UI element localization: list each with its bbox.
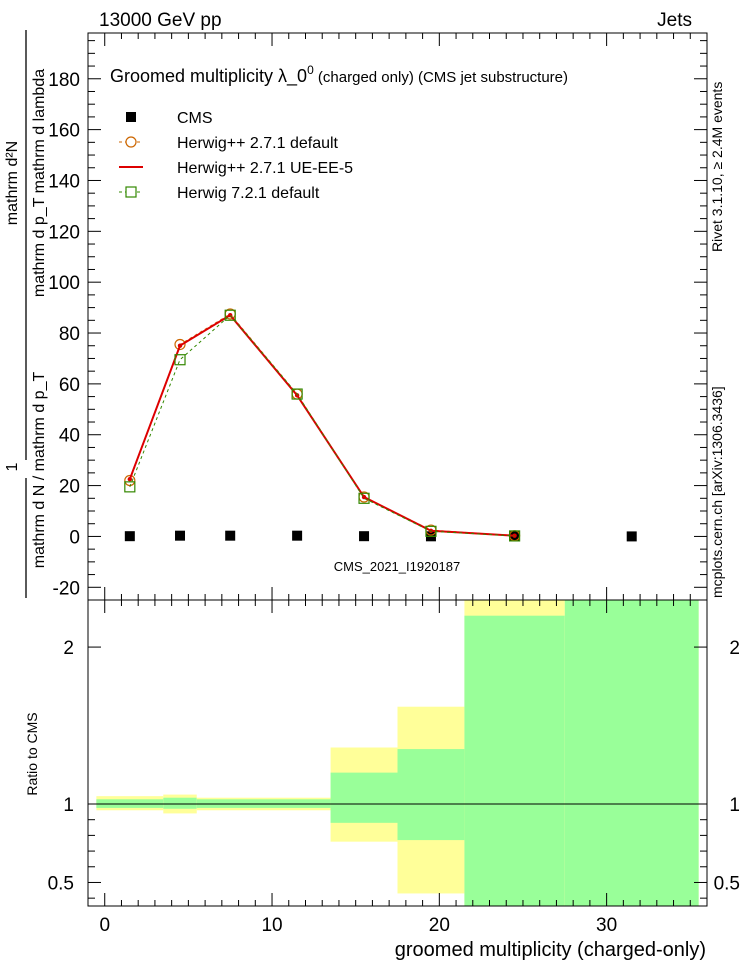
main-y-tick-label: 120: [48, 222, 80, 243]
cms-data-point: [359, 531, 370, 542]
ratio-y-tick-label: 0.5: [48, 873, 74, 894]
ylabel-top-line1: mathrm d²N: [4, 141, 21, 225]
x-tick-label: 20: [429, 915, 450, 936]
ratio-y-ticks: 0.5 0.5 1 1 2 2: [48, 638, 740, 899]
legend-label: Herwig++ 2.7.1 default: [177, 135, 339, 152]
ratio-panel: 0.5 0.5 1 1 2 2 0 10 20 30 Ratio to CMS groomed …: [24, 599, 740, 961]
main-y-tick-label: 20: [59, 477, 80, 498]
ratio-band-green: [163, 797, 197, 809]
main-title-suffix: (charged only) (CMS jet substructure): [314, 69, 568, 86]
legend: CMS Herwig++ 2.7.1 default Herwig++ 2.7.1 …: [119, 110, 353, 202]
cms-data-point: [626, 531, 637, 542]
mcplots-label: mcplots.cern.ch [arXiv:1306.3436]: [709, 386, 725, 598]
main-x-ticks: [104, 33, 691, 600]
main-title-sup: 0: [307, 63, 314, 77]
main-y-tick-label: 180: [48, 70, 80, 91]
herwig7-point: [124, 481, 136, 493]
legend-marker-square: [125, 186, 137, 198]
ratio-y-tick-label-right: 2: [729, 638, 740, 659]
herwig-ueee5-line: [128, 313, 515, 537]
ratio-bands-layer: [96, 600, 699, 906]
main-y-tick-label: 80: [59, 324, 80, 345]
main-y-tick-label: 60: [59, 375, 80, 396]
watermark-label: CMS_2021_I1920187: [334, 559, 461, 574]
ylabel-one: 1: [4, 462, 21, 471]
main-y-tick-label: 140: [48, 171, 80, 192]
main-title-text: Groomed multiplicity λ_0: [110, 66, 307, 87]
herwig-ueee5-point: [127, 477, 133, 482]
main-panel: -20 0 20 40 60 80 100 120 140 160 180 CMS_2021_I19…: [4, 30, 708, 601]
ratio-y-tick-label: 1: [63, 795, 74, 816]
herwig7-point: [224, 309, 236, 321]
legend-label: CMS: [177, 110, 213, 127]
ylabel-bottom: mathrm d N / mathrm d p_T: [31, 372, 48, 569]
ratio-band-green: [330, 772, 398, 823]
x-tick-label: 10: [261, 915, 282, 936]
cms-data-point: [124, 531, 135, 542]
ratio-band-green: [464, 615, 565, 906]
herwig7-point: [291, 388, 303, 400]
herwig7-line: [129, 314, 515, 537]
legend-marker-cms: [126, 112, 136, 122]
legend-label: Herwig++ 2.7.1 UE-EE-5: [177, 160, 353, 177]
legend-marker-circle: [125, 136, 137, 148]
ratio-x-ticks: 0 10 20 30: [99, 600, 691, 936]
ratio-band-green: [397, 749, 465, 841]
x-axis-label: groomed multiplicity (charged-only): [395, 939, 706, 961]
cms-data-point: [292, 530, 303, 541]
main-series-layer: [124, 308, 637, 542]
main-y-axis-label: mathrm d²N mathrm d p_T mathrm d lambda …: [4, 30, 48, 598]
main-y-tick-label: 100: [48, 273, 80, 294]
ratio-y-tick-label-right: 1: [729, 795, 740, 816]
main-y-ticks: -20 0 20 40 60 80 100 120 140 160 180: [48, 40, 707, 599]
herwig7-point: [358, 492, 370, 504]
ratio-band-green: [564, 600, 699, 906]
herwig-ueee5-point: [177, 343, 183, 348]
header-right: Jets: [657, 10, 692, 31]
main-y-tick-label: 0: [69, 527, 80, 548]
cms-data-point: [175, 530, 186, 541]
main-y-tick-label: -20: [53, 578, 80, 599]
header-left: 13000 GeV pp: [99, 10, 222, 31]
main-title: Groomed multiplicity λ_00 (charged only)…: [110, 63, 568, 87]
herwig-default-line: [129, 313, 515, 537]
ylabel-top-line2: mathrm d p_T mathrm d lambda: [31, 69, 48, 297]
herwig-default-point: [174, 338, 186, 351]
ratio-y-tick-label: 2: [63, 638, 74, 659]
herwig7-point: [509, 530, 521, 542]
herwig7-point: [425, 525, 437, 537]
x-tick-label: 30: [596, 915, 617, 936]
herwig-ueee5-point: [294, 393, 300, 398]
herwig7-point: [174, 354, 186, 366]
main-y-tick-label: 160: [48, 121, 80, 142]
ratio-y-tick-label-right: 0.5: [714, 873, 740, 894]
main-y-tick-label: 40: [59, 426, 80, 447]
legend-label: Herwig 7.2.1 default: [177, 185, 320, 202]
rivet-label: Rivet 3.1.10, ≥ 2.4M events: [709, 82, 725, 252]
x-tick-label: 0: [99, 915, 110, 936]
ratio-plot-frame: [87, 599, 708, 907]
cms-data-point: [225, 530, 236, 541]
ratio-y-axis-label: Ratio to CMS: [24, 712, 40, 795]
